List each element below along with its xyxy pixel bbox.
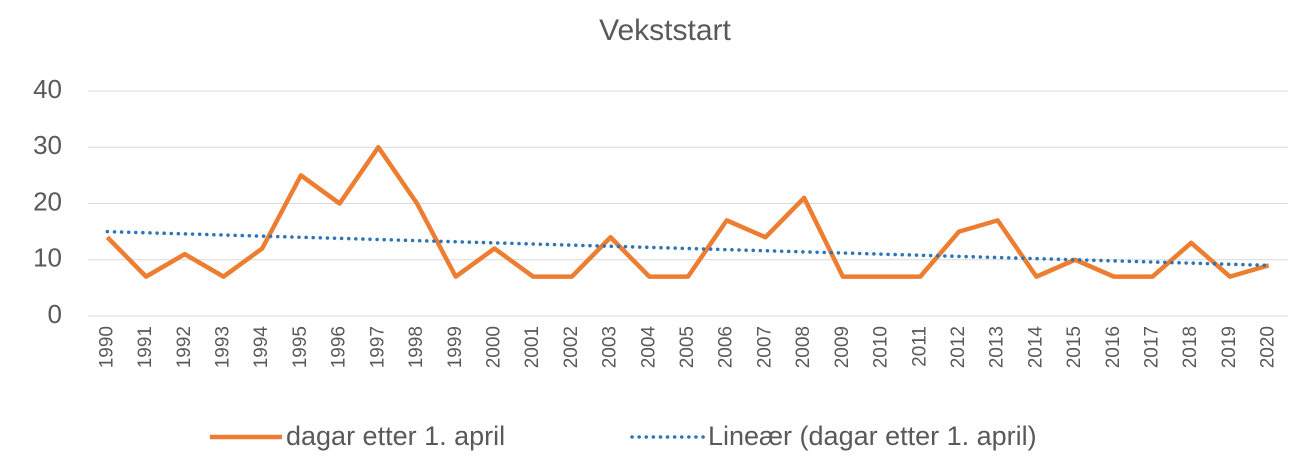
x-tick-label: 2002 — [561, 326, 582, 368]
x-tick-label: 2001 — [522, 326, 543, 368]
y-tick-label: 40 — [33, 74, 62, 104]
x-tick-label: 2010 — [871, 326, 892, 368]
series-line — [105, 145, 1270, 279]
y-tick-label: 0 — [48, 299, 62, 329]
x-tick-label: 1991 — [135, 326, 156, 368]
x-tick-label: 2016 — [1103, 326, 1124, 368]
x-tick-label: 2009 — [832, 326, 853, 368]
x-tick-label: 1996 — [329, 326, 350, 368]
x-tick-label: 2005 — [677, 326, 698, 368]
y-tick-label: 20 — [33, 186, 62, 216]
x-tick-label: 2003 — [600, 326, 621, 368]
chart-title: Vekststart — [599, 14, 731, 47]
x-tick-label: 1993 — [212, 326, 233, 368]
series-line — [105, 229, 1271, 268]
x-tick-label: 2018 — [1180, 326, 1201, 368]
y-tick-label: 30 — [33, 130, 62, 160]
x-tick-label: 2017 — [1142, 326, 1163, 368]
x-tick-label: 2008 — [793, 326, 814, 368]
x-tick-label: 1998 — [406, 326, 427, 368]
x-tick-label: 1999 — [445, 326, 466, 368]
x-tick-label: 1990 — [96, 326, 117, 368]
x-tick-label: 2014 — [1025, 326, 1046, 369]
legend-label: Lineær (dagar etter 1. april) — [708, 421, 1037, 451]
x-tick-label: 1995 — [290, 326, 311, 368]
x-tick-label: 2020 — [1258, 326, 1279, 368]
x-tick-label: 1997 — [367, 326, 388, 368]
x-tick-label: 2019 — [1219, 326, 1240, 368]
x-tick-label: 2006 — [716, 326, 737, 368]
y-tick-label: 10 — [33, 243, 62, 273]
x-tick-label: 2004 — [638, 326, 659, 369]
x-tick-label: 1992 — [174, 326, 195, 368]
x-tick-label: 2012 — [948, 326, 969, 368]
x-tick-label: 2007 — [754, 326, 775, 368]
legend-label: dagar etter 1. april — [286, 421, 505, 451]
x-tick-label: 2015 — [1064, 326, 1085, 368]
x-tick-label: 2000 — [483, 326, 504, 368]
x-tick-label: 2011 — [909, 326, 930, 367]
x-tick-label: 2013 — [987, 326, 1008, 368]
x-tick-label: 1994 — [251, 326, 272, 369]
